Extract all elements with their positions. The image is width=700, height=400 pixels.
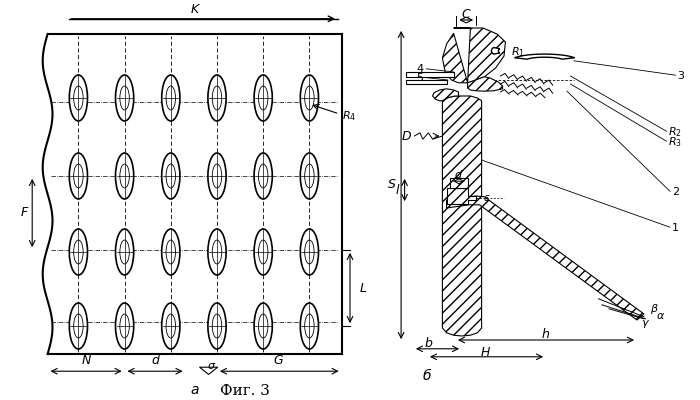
Polygon shape [447, 188, 476, 204]
Text: Фиг. 3: Фиг. 3 [220, 384, 270, 398]
Ellipse shape [255, 303, 272, 348]
Text: H: H [480, 346, 490, 358]
Text: а: а [190, 383, 199, 397]
Text: N: N [81, 354, 91, 367]
Text: L: L [360, 282, 367, 294]
Polygon shape [433, 89, 459, 101]
Polygon shape [442, 28, 505, 83]
Ellipse shape [70, 303, 88, 348]
Text: d: d [151, 354, 160, 367]
Text: S: S [388, 178, 396, 190]
Text: d: d [455, 170, 462, 180]
Polygon shape [406, 72, 454, 77]
Polygon shape [447, 196, 644, 320]
Polygon shape [468, 77, 503, 91]
Ellipse shape [209, 153, 225, 198]
Text: α: α [657, 311, 664, 321]
Text: б: б [423, 369, 431, 383]
Polygon shape [406, 80, 447, 84]
Text: 3: 3 [678, 71, 685, 81]
Ellipse shape [301, 230, 318, 274]
Text: F: F [20, 206, 27, 219]
Text: C: C [462, 8, 470, 20]
Ellipse shape [162, 230, 179, 274]
Ellipse shape [116, 75, 133, 121]
Text: γ: γ [641, 318, 648, 328]
Text: b: b [424, 337, 433, 350]
Ellipse shape [70, 75, 88, 121]
Ellipse shape [116, 230, 133, 274]
Text: $R_4$: $R_4$ [342, 109, 356, 123]
Ellipse shape [301, 75, 318, 121]
Text: 2: 2 [672, 187, 679, 197]
Ellipse shape [255, 75, 272, 121]
Ellipse shape [209, 230, 225, 274]
Ellipse shape [116, 303, 133, 348]
Text: ε: ε [484, 193, 489, 203]
Polygon shape [491, 48, 500, 54]
Ellipse shape [209, 75, 225, 121]
Text: h: h [542, 328, 550, 341]
Text: β: β [650, 304, 657, 314]
Text: l: l [396, 184, 399, 196]
Text: 4: 4 [416, 64, 424, 74]
Ellipse shape [162, 75, 179, 121]
Ellipse shape [162, 303, 179, 348]
Ellipse shape [162, 153, 179, 198]
Text: $R_1$: $R_1$ [511, 45, 525, 59]
Ellipse shape [70, 153, 88, 198]
Text: G: G [274, 354, 284, 367]
Ellipse shape [255, 230, 272, 274]
Text: $R_2$: $R_2$ [668, 125, 682, 139]
Polygon shape [442, 96, 482, 336]
Ellipse shape [116, 153, 133, 198]
Ellipse shape [301, 153, 318, 198]
Text: K: K [190, 4, 199, 16]
Ellipse shape [301, 303, 318, 348]
Ellipse shape [70, 230, 88, 274]
Ellipse shape [209, 303, 225, 348]
Text: $R_3$: $R_3$ [668, 135, 682, 149]
Polygon shape [450, 178, 468, 188]
Ellipse shape [255, 153, 272, 198]
Polygon shape [514, 54, 575, 59]
Text: σ: σ [207, 362, 214, 371]
Text: 5: 5 [416, 72, 424, 82]
Text: D: D [402, 130, 412, 142]
Text: 1: 1 [672, 223, 679, 233]
